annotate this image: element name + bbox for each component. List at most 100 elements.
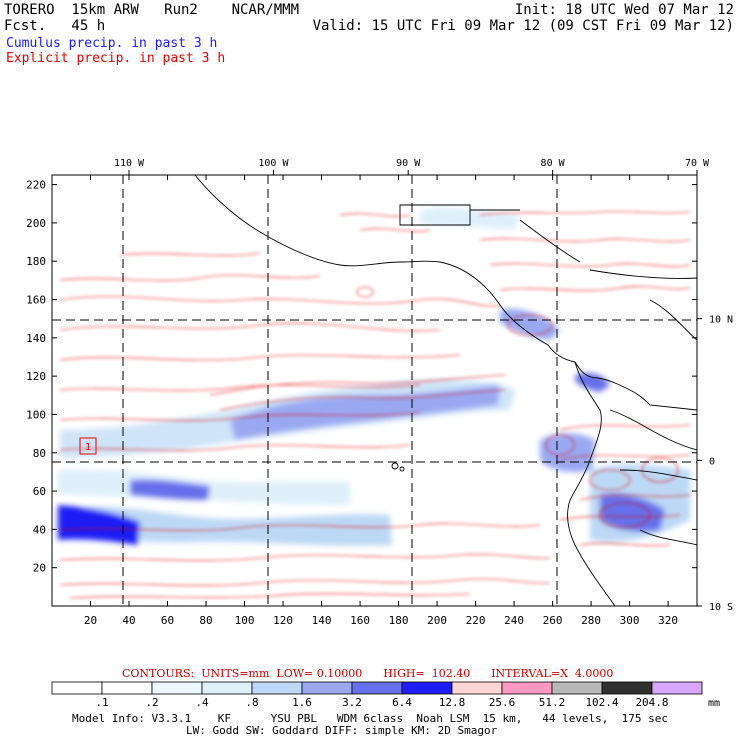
colorbar-swatch [401, 681, 453, 695]
colorbar-swatch [451, 681, 503, 695]
colorbar-swatch [651, 681, 703, 695]
contour-ring [599, 502, 651, 528]
longitude-label: 100 W [258, 158, 289, 169]
model-title: TORERO 15km ARW Run2 NCAR/MMM [4, 2, 300, 18]
contour-line [489, 263, 691, 267]
contour-line [59, 296, 501, 307]
colorbar-swatch [551, 681, 603, 695]
contour-line [59, 322, 441, 332]
cumulus-precip-field [58, 207, 690, 546]
contour-line [119, 252, 261, 256]
y-tick-label: 120 [26, 370, 46, 383]
galapagos-island [391, 462, 399, 470]
contour-line [59, 354, 461, 361]
cumulus-ecuador-core [600, 493, 665, 532]
contour-line [479, 238, 691, 242]
colorbar-label: 204.8 [635, 696, 668, 709]
colorbar-label: 1.6 [292, 696, 312, 709]
colorbar-label: 102.4 [585, 696, 618, 709]
x-tick-label: 80 [199, 614, 212, 627]
colorbar-swatch [201, 681, 253, 695]
x-tick-label: 200 [427, 614, 447, 627]
colorbar-swatch [301, 681, 353, 695]
x-tick-label: 220 [466, 614, 486, 627]
explicit-legend: Explicit precip. in past 3 h [6, 51, 226, 66]
contour-line [359, 228, 431, 232]
explicit-precip-contours [59, 211, 691, 599]
y-tick-label: 40 [33, 523, 46, 536]
cumulus-core-southwest [58, 505, 140, 545]
border-honduras [519, 219, 581, 263]
x-tick-label: 100 [235, 614, 255, 627]
init-time: Init: 18 UTC Wed 07 Mar 12 [514, 2, 734, 18]
colorbar-unit: mm [708, 698, 720, 709]
longitude-label: 90 W [396, 158, 421, 169]
plot-frame [51, 174, 698, 607]
contour-line [559, 424, 691, 431]
cumulus-band-south [58, 506, 392, 546]
model-info-line1: Model Info: V3.3.1 KF YSU PBL WDM 6class… [72, 712, 669, 725]
colorbar-swatch [351, 681, 403, 695]
latitude-label: 0 [709, 456, 715, 467]
x-tick-label: 260 [543, 614, 563, 627]
colorbar-swatch [151, 681, 203, 695]
cumulus-core-itcz [230, 385, 500, 440]
latitude-labels: 10 N 0 10 S [697, 315, 733, 613]
y-tick-label: 180 [26, 255, 46, 268]
contour-line [59, 411, 421, 421]
valid-time: Valid: 15 UTC Fri 09 Mar 12 (09 CST Fri … [312, 18, 734, 34]
contour-line [59, 523, 541, 531]
contour-line [579, 494, 691, 501]
x-tick-label: 240 [504, 614, 524, 627]
contour-line [69, 593, 471, 599]
longitude-label: 110 W [114, 158, 145, 169]
y-tick-label: 60 [33, 485, 46, 498]
coastline-caribbean-islands [589, 269, 697, 279]
border-colombia [609, 409, 697, 451]
contour-line [499, 286, 691, 291]
longitude-labels: 110 W 100 W 90 W 80 W 70 W [114, 158, 710, 175]
colorbar-swatch [251, 681, 303, 695]
colorbar-label: .2 [145, 696, 158, 709]
plot-area: 1 [52, 175, 697, 606]
x-tick-label: 60 [161, 614, 174, 627]
contour-line [479, 211, 691, 216]
colorbar-swatch [501, 681, 553, 695]
x-tick-label: 140 [312, 614, 332, 627]
colorbar-swatch [101, 681, 153, 695]
latitude-label: 10 S [709, 602, 733, 613]
contour-line [579, 542, 671, 547]
y-tick-label: 160 [26, 294, 46, 307]
contour-line [339, 213, 411, 217]
x-tick-label: 40 [122, 614, 135, 627]
border-yucatan [399, 204, 471, 226]
coastline-central-america [194, 175, 697, 411]
cumulus-core-west [130, 479, 210, 500]
forecast-hour: Fcst. 45 h [4, 18, 106, 34]
y-tick-label: 100 [26, 408, 46, 421]
y-tick-label: 140 [26, 332, 46, 345]
cumulus-colombia [540, 433, 595, 472]
contour-ring [641, 457, 679, 483]
contour-ring [589, 469, 631, 491]
contour-line [59, 553, 551, 561]
contour-ring [356, 286, 374, 298]
contour-line [59, 444, 411, 451]
colorbar-label: 3.2 [342, 696, 362, 709]
contour-line [59, 274, 321, 281]
coastline-south-america [567, 361, 616, 606]
contour-line [59, 578, 551, 586]
x-tick-label: 300 [620, 614, 640, 627]
colorbar: .1 .2 .4 .8 1.6 3.2 6.4 12.8 25.6 51.2 102.4 204.8 m… [51, 681, 720, 709]
y-tick-label: 20 [33, 562, 46, 575]
border-peru [639, 529, 697, 546]
colorbar-swatch [601, 681, 653, 695]
cumulus-panama-south [575, 373, 610, 392]
contour-ring [507, 314, 553, 336]
y-tick-label: 80 [33, 447, 46, 460]
annotation-box [79, 437, 97, 455]
colorbar-label: .4 [195, 696, 209, 709]
y-tick-label: 200 [26, 217, 46, 230]
contour-line [209, 374, 506, 396]
